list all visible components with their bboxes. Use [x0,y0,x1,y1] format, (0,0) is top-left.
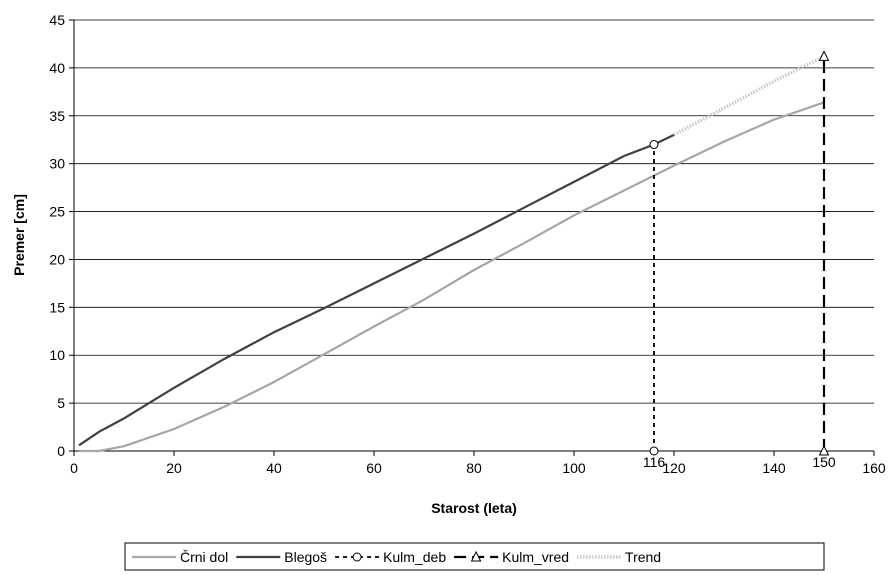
y-axis-title: Premer [cm] [11,194,27,276]
legend-label-trend: Trend [625,549,661,565]
x-tick-label: 100 [562,460,586,476]
annotation-label: 150 [812,454,836,470]
y-tick-label: 35 [49,108,65,124]
annotation-label: 116 [643,454,666,470]
legend-label-kulm-deb: Kulm_deb [383,549,446,565]
series-lines [78,54,826,453]
series-line-crni-dol [79,101,825,453]
series-point-kulm-deb [649,446,659,456]
legend-label-crni-dol: Črni dol [180,549,228,565]
legend: Črni dol Blegoš Kulm_deb Kulm_vred Trend [124,542,825,571]
x-tick-label: 40 [266,460,282,476]
series-point-kulm-deb [649,140,659,150]
x-axis: 0 20 40 60 80 100 120 140 160 [70,450,886,476]
legend-label-blegos: Blegoš [284,549,327,565]
y-axis: 0 5 10 15 20 25 30 35 40 45 [49,12,75,459]
x-tick-label: 140 [762,460,786,476]
y-tick-label: 20 [49,251,65,267]
x-tick-label: 60 [366,460,382,476]
markers [649,50,830,456]
x-tick-label: 80 [466,460,482,476]
x-axis-title: Starost (leta) [431,500,517,516]
series-point-kulm-vred [818,50,830,61]
series-line-blegos [78,133,675,447]
series-line-trend [673,54,825,137]
y-tick-label: 15 [49,299,65,315]
x-tick-label: 120 [662,460,686,476]
y-tick-label: 30 [49,156,65,172]
y-tick-label: 25 [49,204,65,220]
y-tick-label: 45 [49,12,65,28]
legend-label-kulm-vred: Kulm_vred [502,549,569,565]
legend-marker-kulm-deb [352,552,362,562]
legend-marker-kulm-vred [470,550,482,562]
x-tick-label: 160 [862,460,886,476]
y-tick-label: 0 [57,443,65,459]
grid-lines [74,19,874,404]
y-tick-label: 5 [57,395,65,411]
x-tick-label: 0 [70,460,78,476]
y-tick-label: 40 [49,60,65,76]
y-tick-label: 10 [49,347,65,363]
x-tick-label: 20 [166,460,182,476]
annotations: 116 150 [643,454,836,470]
series-point-kulm-vred [818,444,830,456]
